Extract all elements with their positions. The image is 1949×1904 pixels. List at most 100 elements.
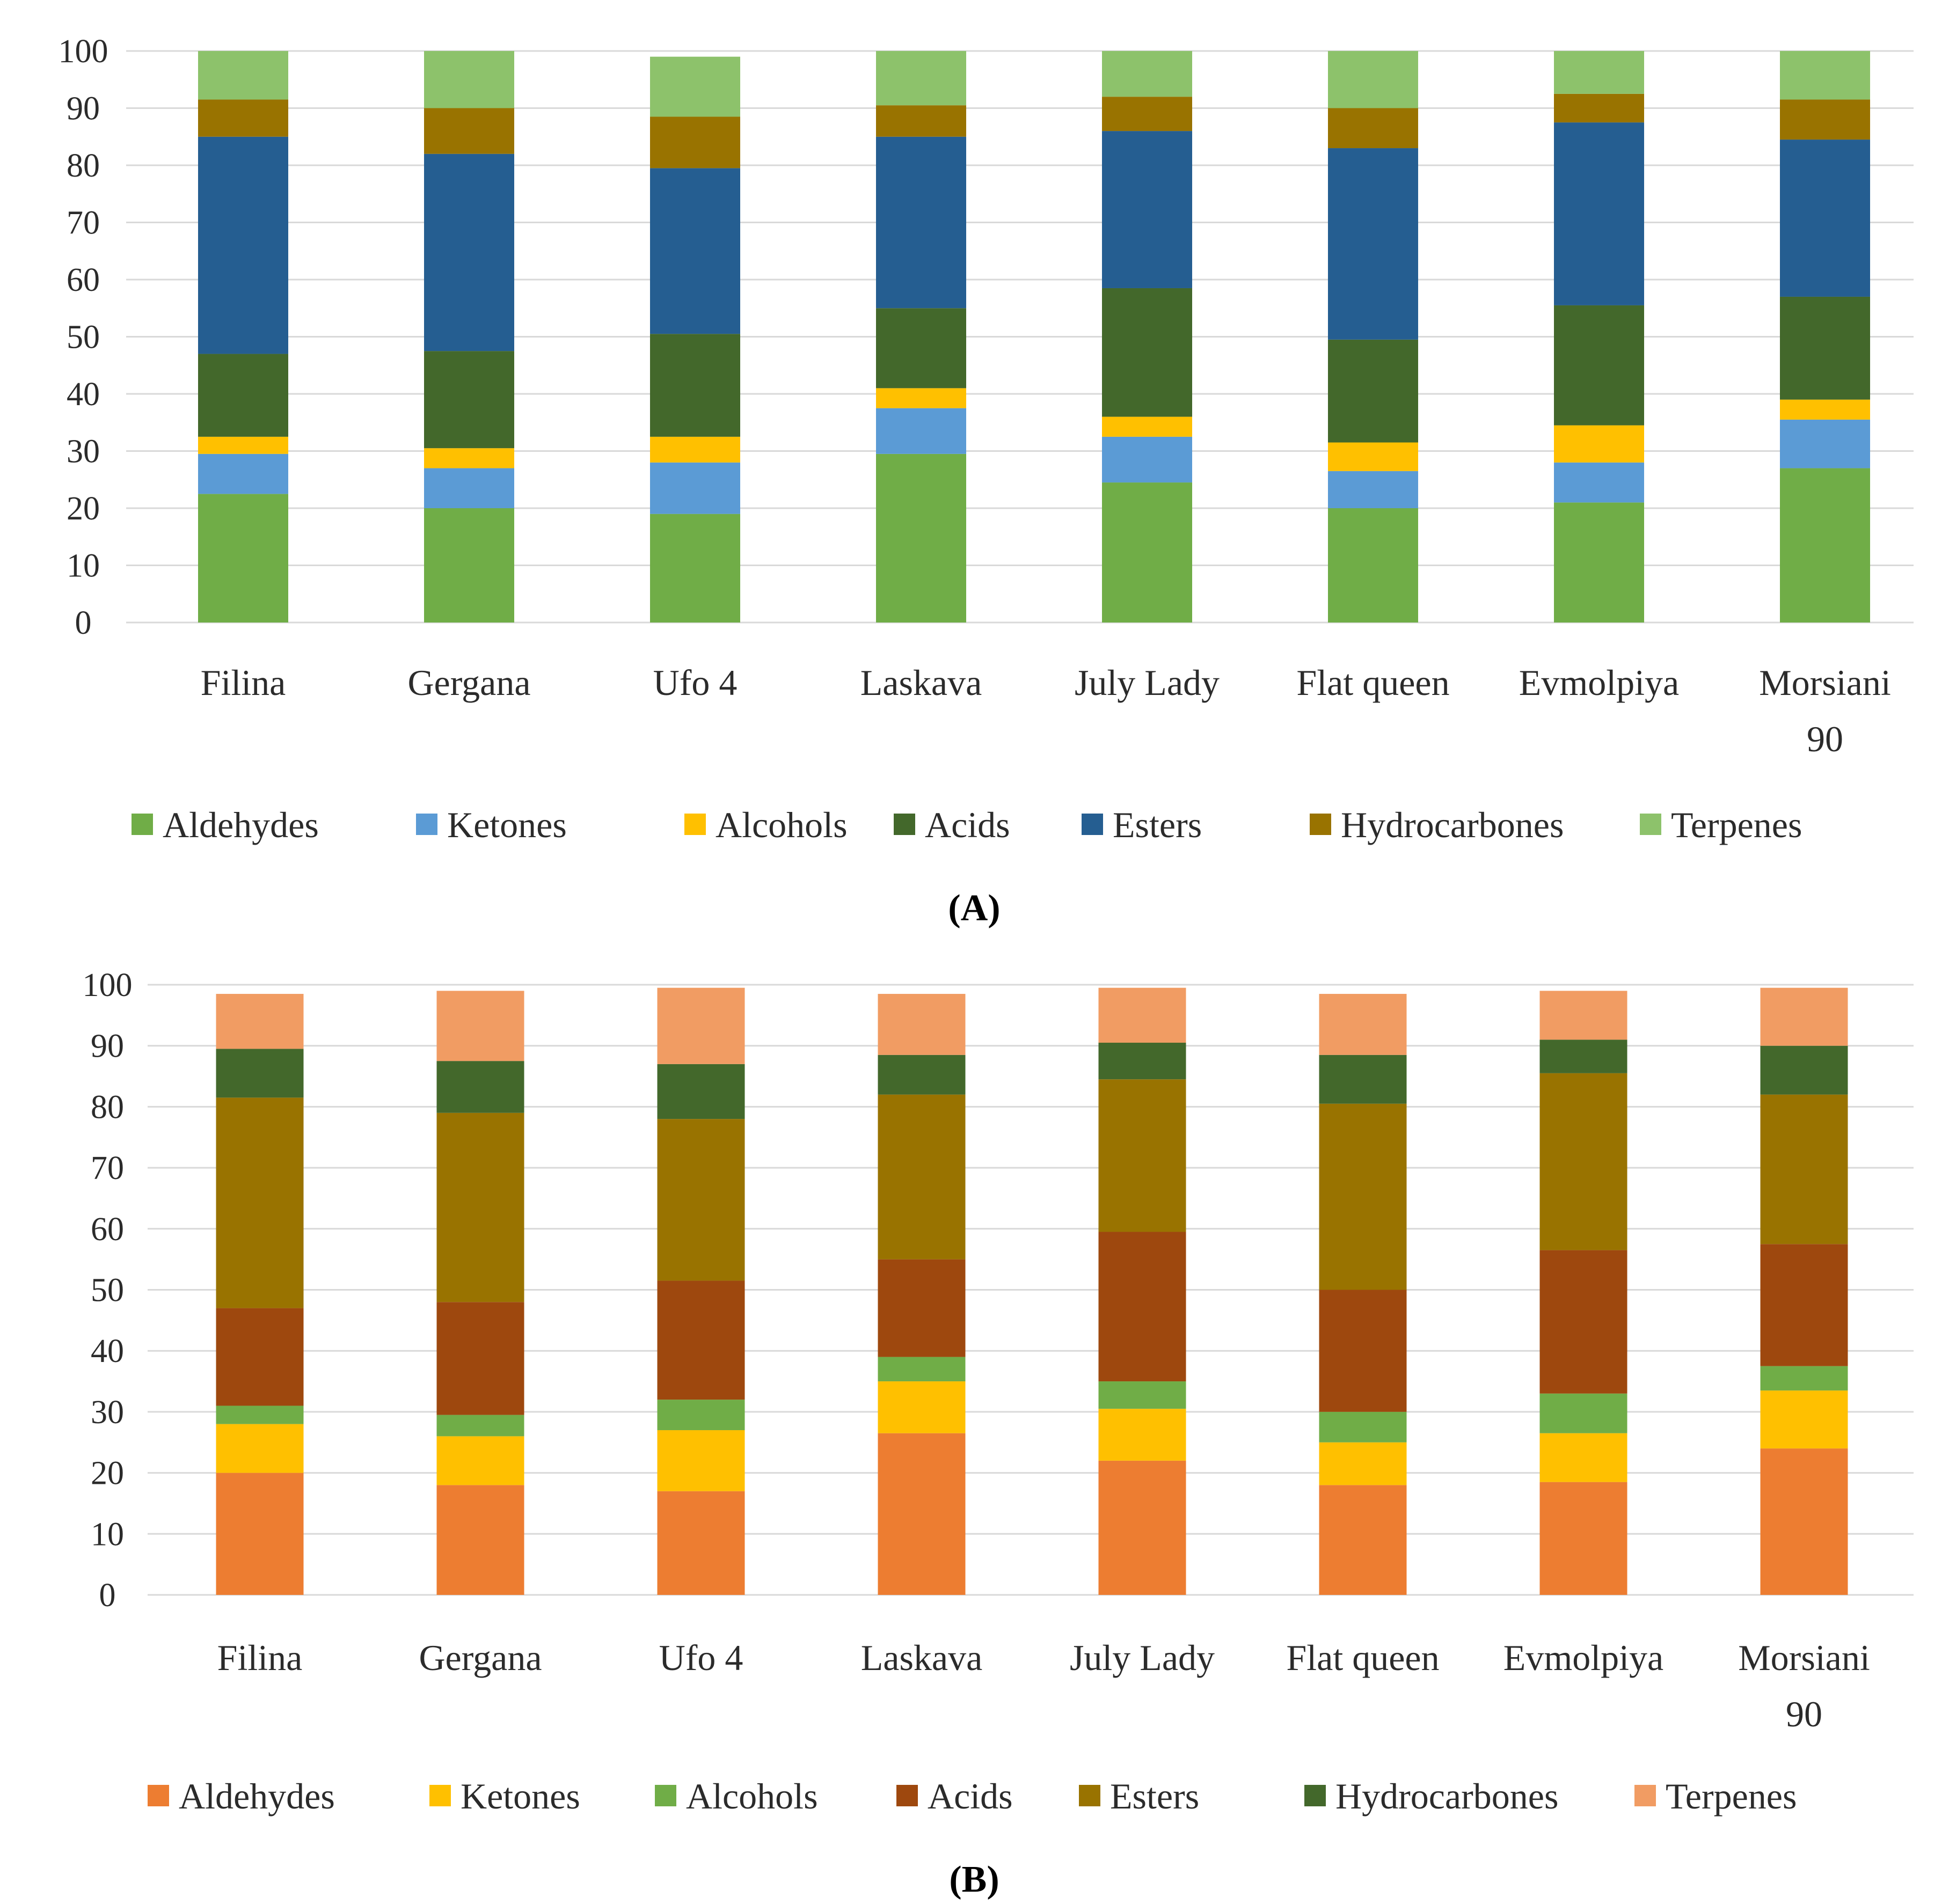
y-tick-label: 50 [67,319,100,356]
legend-label: Esters [1113,804,1202,845]
bar-terpenes [1539,991,1627,1040]
legend-swatch [896,1785,918,1806]
legend-item-aldehydes: Aldehydes [148,1776,335,1817]
x-tick-label-line: Laskava [861,1637,983,1678]
y-tick-label: 90 [67,91,100,127]
legend-swatch [894,814,915,835]
y-tick-label: 40 [67,376,100,413]
bar-hydrocarbones [1328,108,1418,149]
x-tick-label-line: 90 [1807,719,1843,759]
bar-alcohols [657,1400,745,1431]
y-tick-label: 30 [67,434,100,470]
y-tick-label: 50 [91,1272,124,1309]
bar-acids [878,1259,966,1357]
bar-aldehydes [1328,508,1418,623]
x-tick-label: Flat queen [1286,1637,1439,1678]
bar-stack-july-lady [1102,51,1192,623]
x-tick-label-line: Evmolpiya [1519,662,1679,703]
legend: Aldehydes Ketones Alcohols Acids Esters Hydro… [132,804,1802,845]
bar-hydrocarbones [878,1054,966,1095]
bar-esters [650,168,740,334]
bar-hydrocarbones [876,105,966,137]
bar-terpenes [650,56,740,117]
legend-swatch [429,1785,451,1806]
bar-hydrocarbones [650,116,740,169]
bar-ketones [1319,1442,1407,1485]
bar-acids [1328,339,1418,443]
legend-label: Aldehydes [163,804,319,845]
bar-acids [650,334,740,437]
x-tick-label: Laskava [861,1637,983,1678]
bar-hydrocarbones [1780,99,1870,140]
bar-alcohols [650,436,740,463]
bar-alcohols [878,1357,966,1382]
x-tick-label: Evmolpiya [1503,1637,1663,1678]
bar-hydrocarbones [1319,1054,1407,1104]
bar-alcohols [436,1415,524,1437]
legend-label: Ketones [461,1776,580,1817]
legend-swatch [655,1785,676,1806]
legend-swatch [1079,1785,1100,1806]
x-tick-label: July Lady [1070,1637,1215,1678]
bar-stack-laskava [878,994,966,1595]
bar-aldehydes [1098,1460,1186,1595]
bar-hydrocarbones [1102,97,1192,131]
bar-hydrocarbones [1760,1045,1848,1095]
legend-item-hydrocarbones: Hydrocarbones [1310,804,1564,845]
x-tick-label: Morsiani 90 [1738,1637,1870,1734]
x-tick-label-line: 90 [1786,1694,1822,1734]
bar-stack-ufo-4 [650,56,740,623]
x-tick-label: Filina [217,1637,303,1678]
bar-terpenes [657,987,745,1064]
x-tick-label-line: Laskava [860,662,982,703]
legend-label: Hydrocarbones [1335,1776,1558,1817]
bar-stack-flat-queen [1328,51,1418,623]
legend-item-acids: Acids [896,1776,1013,1817]
bar-esters [1760,1094,1848,1244]
bar-terpenes [1098,987,1186,1043]
x-tick-label-line: Gergana [407,662,530,703]
legend-label: Alcohols [686,1776,818,1817]
bar-aldehydes [1554,502,1644,623]
bar-alcohols [1102,416,1192,437]
bar-alcohols [1328,442,1418,471]
legend-label: Ketones [447,804,567,845]
bar-ketones [1554,462,1644,503]
bar-acids [876,308,966,389]
bar-terpenes [1554,51,1644,94]
y-tick-label: 40 [91,1333,124,1370]
legend-item-esters: Esters [1082,804,1202,845]
legend-label: Terpenes [1666,1776,1797,1817]
bar-alcohols [876,388,966,408]
legend-item-hydrocarbones: Hydrocarbones [1304,1776,1558,1817]
bar-acids [657,1280,745,1400]
bar-alcohols [1098,1381,1186,1409]
y-tick-label: 100 [83,967,133,1004]
bar-alcohols [1554,425,1644,463]
chart-panel-a: 0 10 20 30 40 50 60 70 80 90 100 Filina Gergana Ufo 4… [59,33,1914,845]
bar-hydrocarbones [198,99,288,137]
bar-aldehydes [657,1491,745,1595]
bar-aldehydes [1102,482,1192,623]
bar-terpenes [198,51,288,100]
bar-ketones [1102,436,1192,483]
bar-esters [1102,131,1192,288]
bar-esters [1319,1103,1407,1290]
bar-esters [1554,122,1644,305]
y-tick-label: 0 [75,605,92,641]
legend-item-ketones: Ketones [429,1776,580,1817]
y-tick-label: 70 [67,205,100,241]
bar-stack-laskava [876,51,966,623]
bar-aldehydes [1760,1448,1848,1595]
legend-label: Terpenes [1671,804,1802,845]
chart-panel-b: 0 10 20 30 40 50 60 70 80 90 100 Filina Gergana Ufo 4… [83,967,1914,1817]
legend-swatch [148,1785,169,1806]
bar-esters [424,153,514,351]
x-tick-label: Morsiani 90 [1759,662,1891,759]
x-tick-label: Flat queen [1296,662,1449,703]
legend: Aldehydes Ketones Alcohols Acids Esters Hydro… [148,1776,1797,1817]
legend-item-aldehydes: Aldehydes [132,804,319,845]
bar-aldehydes [1319,1485,1407,1595]
x-tick-label: Gergana [407,662,530,703]
bar-esters [878,1094,966,1259]
